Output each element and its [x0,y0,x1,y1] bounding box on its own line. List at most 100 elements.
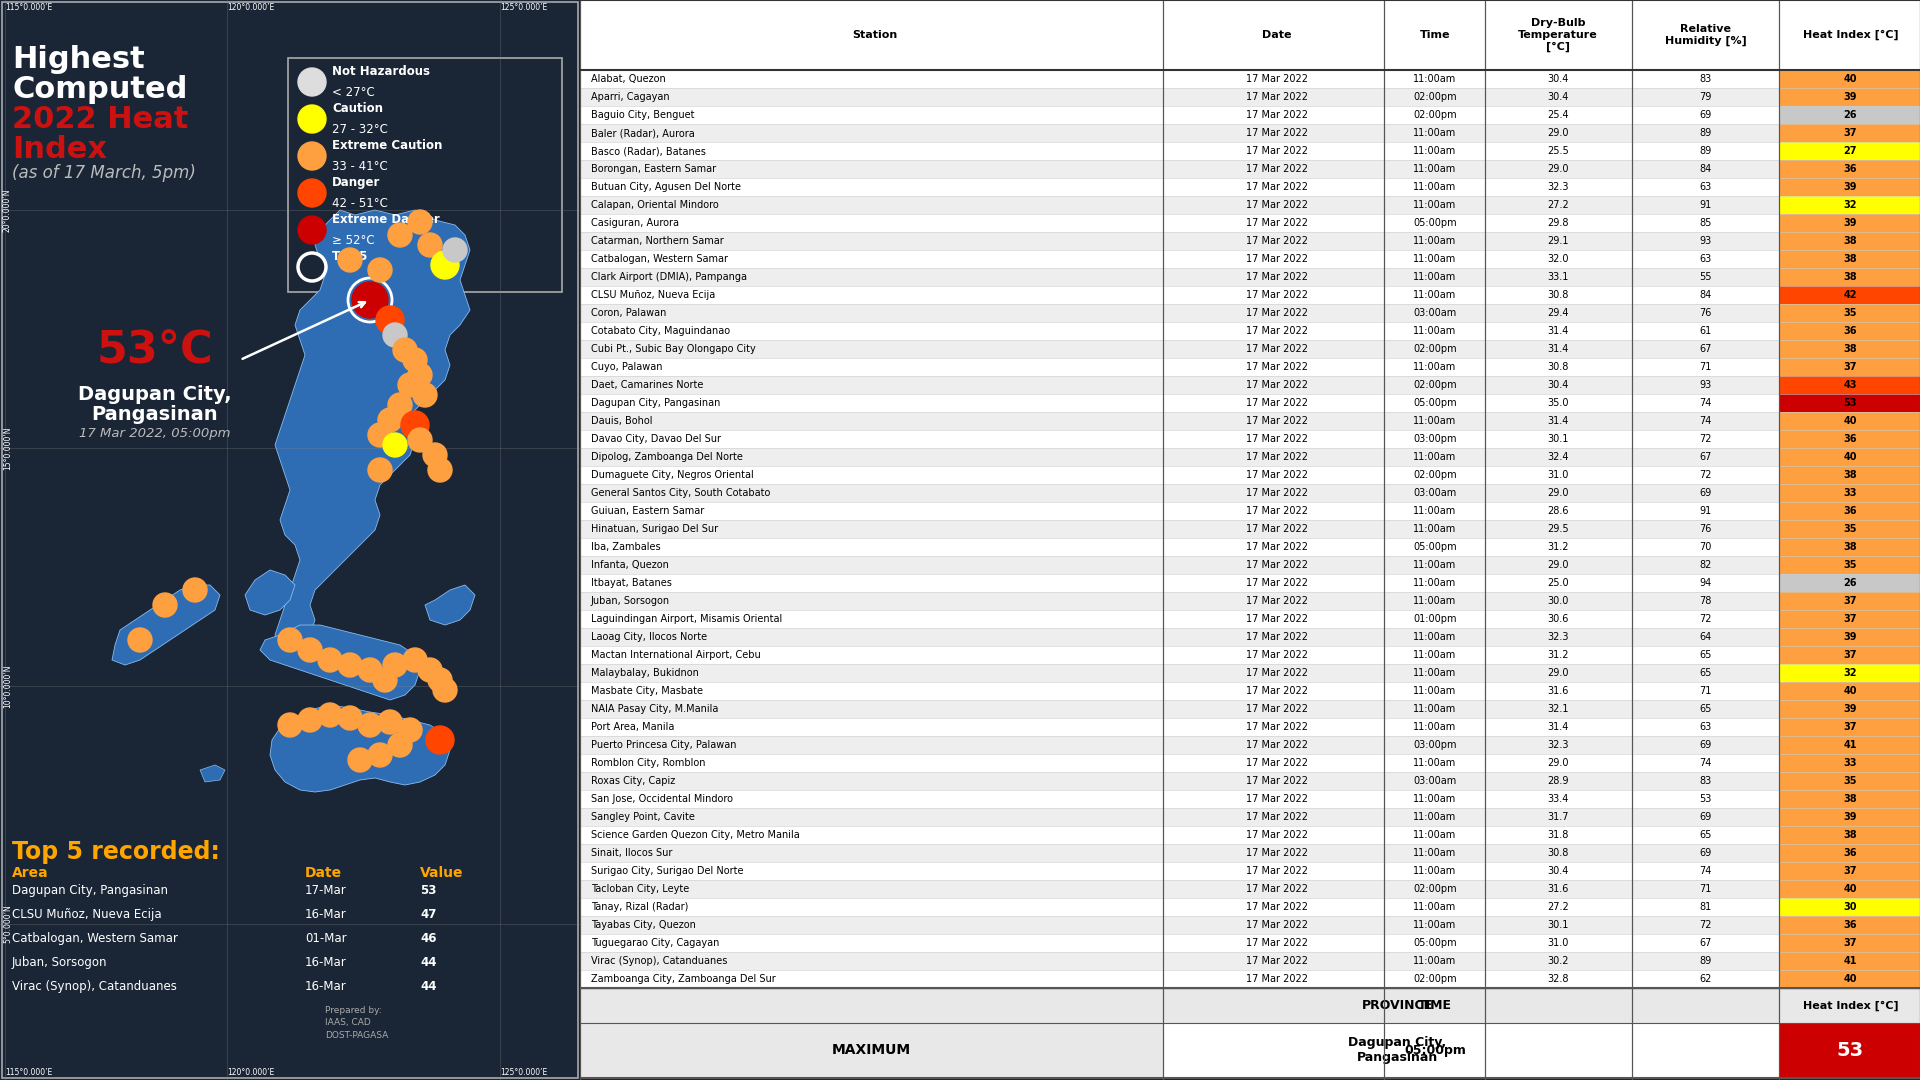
FancyBboxPatch shape [288,58,563,292]
Text: 78: 78 [1699,596,1713,606]
Text: 11:00am: 11:00am [1413,794,1457,805]
Circle shape [154,593,177,617]
FancyBboxPatch shape [580,683,1920,700]
Circle shape [338,653,363,677]
Text: 11:00am: 11:00am [1413,956,1457,967]
Text: 17 Mar 2022: 17 Mar 2022 [1246,218,1308,228]
Text: 69: 69 [1699,740,1713,751]
FancyBboxPatch shape [1780,538,1920,556]
Circle shape [428,458,451,482]
Text: 5°0.000’N: 5°0.000’N [4,905,12,943]
Text: 11:00am: 11:00am [1413,866,1457,876]
Text: Cuyo, Palawan: Cuyo, Palawan [591,362,662,373]
Text: 17 Mar 2022: 17 Mar 2022 [1246,669,1308,678]
Circle shape [403,648,426,672]
Text: 37: 37 [1843,650,1857,660]
Text: Dauis, Bohol: Dauis, Bohol [591,416,653,427]
Text: 40: 40 [1843,453,1857,462]
Text: PROVINCE: PROVINCE [1361,999,1432,1012]
Text: 17 Mar 2022: 17 Mar 2022 [1246,75,1308,84]
Text: 38: 38 [1843,831,1857,840]
Text: 31.4: 31.4 [1548,416,1569,427]
Text: 29.4: 29.4 [1548,308,1569,319]
Text: 33: 33 [1843,488,1857,498]
Text: 17 Mar 2022: 17 Mar 2022 [1246,777,1308,786]
Text: 46: 46 [420,932,436,945]
Text: 17 Mar 2022: 17 Mar 2022 [1246,237,1308,246]
FancyBboxPatch shape [580,143,1920,160]
Circle shape [351,282,388,318]
Text: Pangasinan: Pangasinan [92,405,219,424]
Circle shape [298,216,326,244]
Circle shape [378,408,401,432]
Text: CLSU Muñoz, Nueva Ecija: CLSU Muñoz, Nueva Ecija [591,291,714,300]
Text: 11:00am: 11:00am [1413,723,1457,732]
Circle shape [413,383,438,407]
Text: Caution: Caution [332,102,382,114]
FancyBboxPatch shape [1780,791,1920,808]
Text: Guiuan, Eastern Samar: Guiuan, Eastern Samar [591,507,705,516]
Text: 67: 67 [1699,939,1713,948]
Text: 40: 40 [1843,75,1857,84]
Text: 39: 39 [1843,812,1857,822]
Circle shape [278,627,301,652]
FancyBboxPatch shape [580,791,1920,808]
Text: 42 - 51°C: 42 - 51°C [332,197,388,210]
FancyBboxPatch shape [1780,70,1920,89]
Text: 02:00pm: 02:00pm [1413,345,1457,354]
Text: Basco (Radar), Batanes: Basco (Radar), Batanes [591,146,705,157]
Text: 30.4: 30.4 [1548,866,1569,876]
Text: 11:00am: 11:00am [1413,669,1457,678]
Text: 11:00am: 11:00am [1413,812,1457,822]
Text: 36: 36 [1843,326,1857,336]
Text: 94: 94 [1699,578,1713,589]
Text: 17 Mar 2022: 17 Mar 2022 [1246,902,1308,913]
Text: 17 Mar 2022: 17 Mar 2022 [1246,254,1308,265]
Text: 70: 70 [1699,542,1713,552]
FancyBboxPatch shape [580,988,1920,1023]
Text: Dumaguete City, Negros Oriental: Dumaguete City, Negros Oriental [591,470,753,481]
Polygon shape [111,585,221,665]
Text: 32.8: 32.8 [1548,974,1569,984]
Text: 27.2: 27.2 [1548,902,1569,913]
Text: 01:00pm: 01:00pm [1413,615,1457,624]
Text: Date: Date [305,866,342,880]
Circle shape [319,648,342,672]
Text: 81: 81 [1699,902,1713,913]
Text: 33.4: 33.4 [1548,794,1569,805]
Text: 11:00am: 11:00am [1413,291,1457,300]
Text: 31.0: 31.0 [1548,470,1569,481]
Text: 72: 72 [1699,615,1713,624]
Text: 71: 71 [1699,686,1713,697]
Text: 38: 38 [1843,237,1857,246]
Text: 17 Mar 2022: 17 Mar 2022 [1246,308,1308,319]
Text: 37: 37 [1843,723,1857,732]
Text: 11:00am: 11:00am [1413,920,1457,930]
Text: Juban, Sorsogon: Juban, Sorsogon [12,956,108,969]
Circle shape [397,373,422,397]
FancyBboxPatch shape [1780,394,1920,413]
Text: 72: 72 [1699,434,1713,444]
FancyBboxPatch shape [580,808,1920,826]
Text: 16-Mar: 16-Mar [305,956,348,969]
Circle shape [369,458,392,482]
FancyBboxPatch shape [1780,305,1920,322]
Text: 27 - 32°C: 27 - 32°C [332,123,388,136]
Text: 38: 38 [1843,345,1857,354]
Text: Butuan City, Agusen Del Norte: Butuan City, Agusen Del Norte [591,183,741,192]
FancyBboxPatch shape [580,521,1920,538]
Text: 17 Mar 2022: 17 Mar 2022 [1246,794,1308,805]
Text: 17 Mar 2022: 17 Mar 2022 [1246,723,1308,732]
Text: 03:00am: 03:00am [1413,777,1457,786]
Circle shape [382,433,407,457]
FancyBboxPatch shape [580,70,1920,89]
FancyBboxPatch shape [580,772,1920,791]
FancyBboxPatch shape [1780,845,1920,862]
Circle shape [369,258,392,282]
Text: 11:00am: 11:00am [1413,75,1457,84]
Text: General Santos City, South Cotabato: General Santos City, South Cotabato [591,488,770,498]
Text: Date: Date [1261,30,1292,40]
Polygon shape [246,570,296,615]
Text: 17 Mar 2022: 17 Mar 2022 [1246,920,1308,930]
Text: 17 Mar 2022: 17 Mar 2022 [1246,146,1308,157]
